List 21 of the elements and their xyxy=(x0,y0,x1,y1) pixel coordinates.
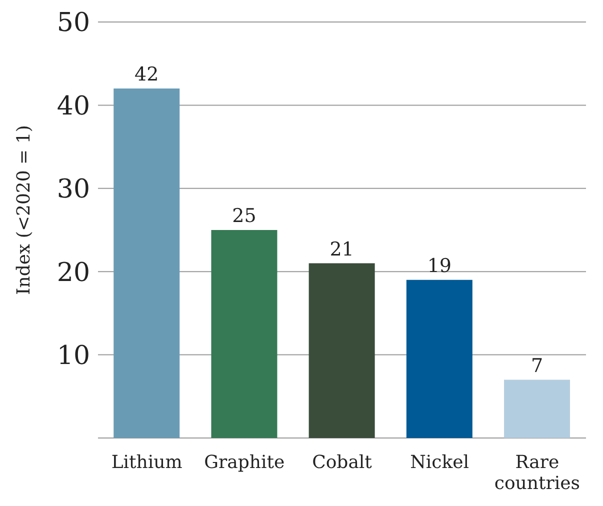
y-tick-label: 50 xyxy=(56,8,90,38)
y-tick-label: 30 xyxy=(56,174,90,205)
data-label: 19 xyxy=(427,254,452,277)
data-label: 42 xyxy=(134,64,159,86)
x-tick-label: Rare countries xyxy=(494,452,580,494)
x-tick-label: Lithium xyxy=(111,452,182,473)
y-tick-label: 20 xyxy=(56,258,90,288)
bar xyxy=(114,88,180,438)
x-tick-label: Cobalt xyxy=(312,452,373,473)
bar xyxy=(406,280,472,438)
y-axis-title: Index (<2020 = 1) xyxy=(13,125,34,295)
data-label: 25 xyxy=(232,205,256,227)
data-label: 7 xyxy=(530,354,544,377)
y-tick-label: 10 xyxy=(56,341,90,372)
x-tick-label: Graphite xyxy=(204,452,285,473)
bar xyxy=(308,263,375,438)
x-tick-label: Nickel xyxy=(410,452,470,473)
data-label: 21 xyxy=(330,238,354,260)
bar xyxy=(504,380,570,438)
y-tick-label: 40 xyxy=(56,91,90,122)
bar xyxy=(211,230,278,438)
